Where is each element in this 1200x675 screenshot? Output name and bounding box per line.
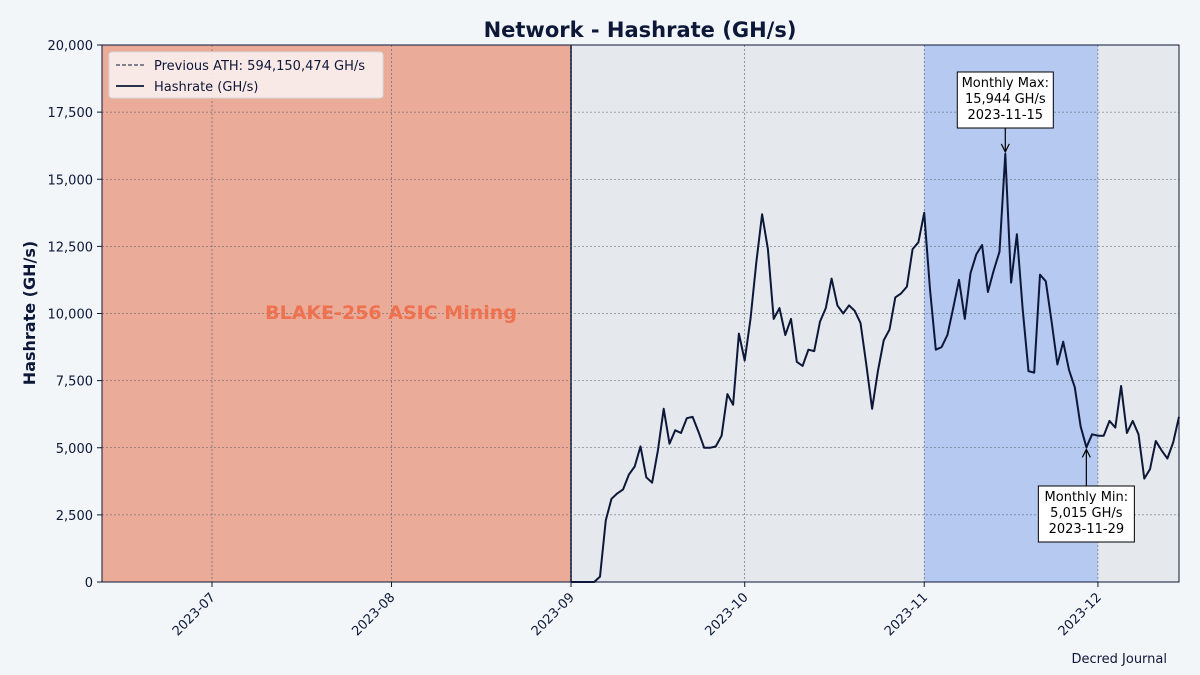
series-line bbox=[571, 152, 1180, 583]
annotation-box bbox=[956, 71, 1054, 129]
y-axis-label: Hashrate (GH/s) bbox=[20, 241, 39, 385]
y-tick-label: 2,500 bbox=[56, 509, 93, 524]
annotation-line: 2023-11-15 bbox=[968, 108, 1044, 123]
annotation-line: 15,944 GH/s bbox=[965, 92, 1046, 107]
y-tick-label: 15,000 bbox=[48, 173, 94, 188]
y-tick-label: 5,000 bbox=[56, 442, 93, 457]
annotation-arrowhead bbox=[1000, 143, 1010, 154]
x-tick-label: 2023-07 bbox=[170, 590, 219, 639]
annotation-arrowhead bbox=[1081, 448, 1091, 458]
y-tick-label: 0 bbox=[85, 576, 93, 591]
x-tick-label: 2023-10 bbox=[703, 590, 752, 639]
legend-label: Hashrate (GH/s) bbox=[154, 80, 258, 95]
annotation-box bbox=[1037, 485, 1135, 543]
y-tick-label: 12,500 bbox=[48, 240, 94, 255]
annotation-line: Monthly Min: bbox=[1045, 490, 1129, 505]
x-tick-label: 2023-09 bbox=[529, 590, 578, 639]
annotation-line: 5,015 GH/s bbox=[1050, 506, 1123, 521]
x-tick-label: 2023-11 bbox=[882, 590, 931, 639]
plot-frame bbox=[101, 44, 1180, 583]
legend-box bbox=[108, 51, 384, 99]
annotation-label: Monthly Max: 15,944 GH/s 2023-11-15 bbox=[962, 76, 1049, 123]
annotation-line: Monthly Max: bbox=[962, 76, 1049, 91]
annotation-line: 2023-11-29 bbox=[1049, 522, 1125, 537]
y-tick-label: 17,500 bbox=[48, 106, 94, 121]
shaded-region bbox=[102, 45, 572, 582]
region-label: BLAKE-256 ASIC Mining bbox=[265, 302, 517, 324]
y-tick-label: 7,500 bbox=[56, 375, 93, 390]
chart-title: Network - Hashrate (GH/s) bbox=[484, 18, 797, 42]
x-tick-label: 2023-08 bbox=[349, 590, 398, 639]
attribution: Decred Journal bbox=[1071, 652, 1167, 667]
y-tick-label: 20,000 bbox=[48, 39, 94, 54]
y-tick-label: 10,000 bbox=[48, 308, 94, 323]
legend-label: Previous ATH: 594,150,474 GH/s bbox=[154, 59, 365, 74]
annotation-label: Monthly Min: 5,015 GH/s 2023-11-29 bbox=[1045, 490, 1129, 537]
x-tick-label: 2023-12 bbox=[1056, 590, 1105, 639]
